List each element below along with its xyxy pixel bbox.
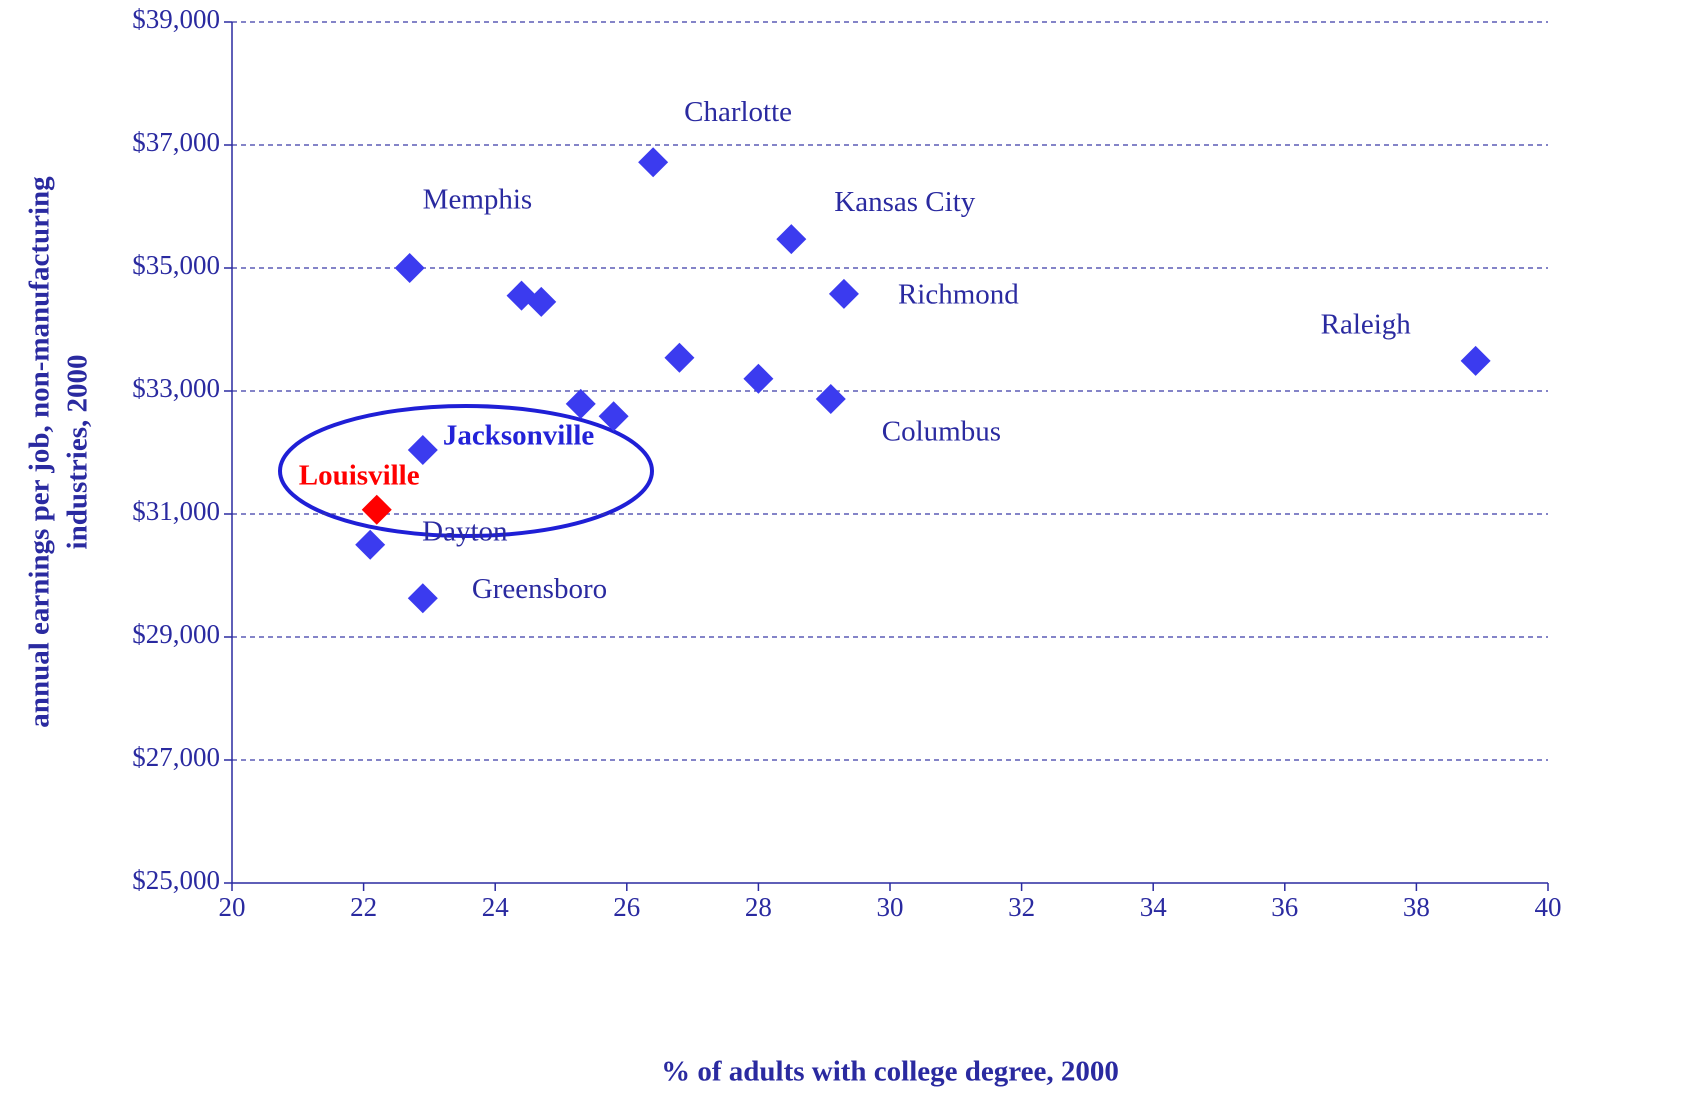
x-tick-label: 30 [877,892,904,922]
point-label: Raleigh [1321,309,1412,341]
x-tick-label: 22 [350,892,377,922]
point [815,383,846,414]
point [638,147,669,178]
x-tick-label: 36 [1271,892,1298,922]
x-tick-label: 24 [482,892,510,922]
point [394,253,425,283]
y-axis-title: annual earnings per job, non-manufacturi… [24,176,56,728]
point [361,494,392,525]
x-tick-label: 26 [613,892,640,922]
x-tick-label: 38 [1403,892,1430,922]
point-label: Columbus [882,416,1001,448]
point [828,278,859,309]
point [598,401,629,432]
y-tick-label: $33,000 [132,373,220,403]
x-tick-label: 28 [745,892,772,922]
y-tick-label: $35,000 [132,250,220,280]
point [664,342,695,373]
point [407,583,438,614]
y-tick-label: $37,000 [132,127,220,157]
point-label: Dayton [422,515,508,547]
point-label: Kansas City [834,186,975,218]
point-label: Charlotte [684,96,792,128]
y-tick-label: $29,000 [132,619,220,649]
x-tick-label: 20 [219,892,246,922]
point-label: Memphis [423,184,533,216]
x-tick-label: 34 [1140,892,1168,922]
x-tick-label: 32 [1008,892,1035,922]
highlight-ellipse [278,404,654,538]
point-label: Greensboro [472,573,607,605]
point [526,286,557,317]
x-axis-title: % of adults with college degree, 2000 [661,1056,1119,1088]
point [565,388,596,419]
point [743,363,774,394]
point [776,224,807,255]
point [407,435,438,466]
x-tick-label: 40 [1535,892,1562,922]
point-label: Louisville [299,459,420,491]
y-axis-title: industries, 2000 [62,355,94,550]
y-tick-label: $25,000 [132,865,220,895]
point [355,529,386,560]
point-label: Richmond [898,278,1019,310]
point-label: Jacksonville [443,420,595,452]
y-tick-label: $27,000 [132,742,220,772]
point [1460,345,1491,376]
y-tick-label: $39,000 [132,4,220,34]
y-tick-label: $31,000 [132,496,220,526]
